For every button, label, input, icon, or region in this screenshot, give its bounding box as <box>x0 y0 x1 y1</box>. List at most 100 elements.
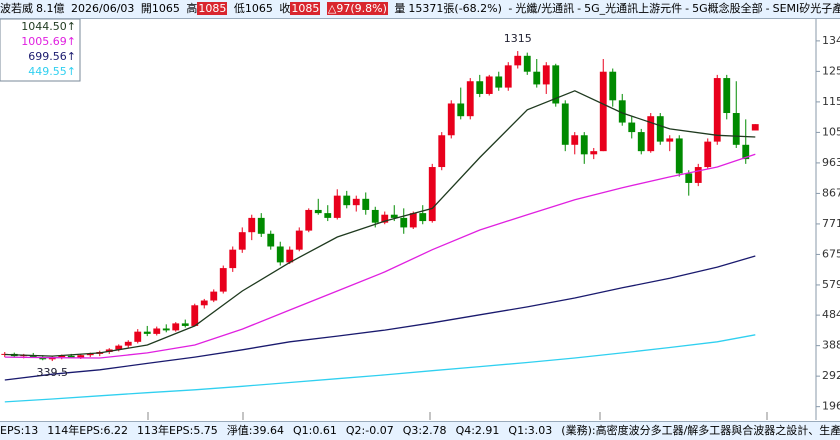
candle-body <box>29 355 37 358</box>
legend-entry: 1044.50↑ <box>21 20 76 33</box>
close: 1085 <box>290 2 321 15</box>
candle-body <box>685 173 693 183</box>
candle-body <box>390 214 398 218</box>
candle-body <box>466 81 474 117</box>
moving-average-line <box>4 153 756 359</box>
moving-average-line <box>4 334 756 403</box>
candle-body <box>238 232 246 250</box>
fundamentals-bar: EPS:13 114年EPS:6.22 113年EPS:5.75 淨值:39.64 Q1… <box>0 421 840 440</box>
fundamental-item: 114年EPS:6.22 <box>47 424 129 437</box>
fundamental-item: Q1:0.61 <box>293 424 337 437</box>
candle-body <box>457 103 465 117</box>
close-label: 收 <box>279 2 291 15</box>
fundamental-item: Q4:2.91 <box>455 424 500 437</box>
high-label: 高 <box>186 2 198 15</box>
candle-body <box>675 138 683 174</box>
candle-body <box>352 198 360 206</box>
y-tick-label: 388 <box>822 339 840 352</box>
legend-entry: 1005.69↑ <box>21 35 76 48</box>
separator: - <box>577 2 582 15</box>
candle-body <box>476 81 484 94</box>
legend-entry: 449.55↑ <box>28 65 76 78</box>
candle-body <box>200 300 208 306</box>
legend-entry: 699.56↑ <box>28 50 76 63</box>
tag: SEMI矽光子產業 <box>772 2 840 15</box>
candle-body <box>628 122 636 133</box>
low: 1065 <box>244 2 273 15</box>
date: 2026/06/03 <box>71 2 135 15</box>
candle-body <box>694 167 702 183</box>
candle-body <box>571 135 579 145</box>
y-tick-label: 292 <box>822 369 840 382</box>
candle-body <box>428 167 436 222</box>
fundamental-item: 淨值:39.64 <box>226 424 285 437</box>
candle-body <box>419 213 427 222</box>
candle-body <box>732 113 740 145</box>
candle-body <box>181 323 189 326</box>
y-tick-label: 867 <box>822 186 840 199</box>
y-tick-label: 675 <box>822 247 840 260</box>
candle-body <box>77 355 85 358</box>
candle-body <box>533 71 541 85</box>
candle-body <box>314 209 322 214</box>
volume-label: 量 <box>394 2 406 15</box>
open: 1065 <box>151 2 180 15</box>
candle-body <box>590 151 598 155</box>
candle-body <box>172 323 180 331</box>
candle-body <box>305 209 313 231</box>
volume: 15371張(-68.2%) <box>408 2 502 15</box>
candle-body <box>713 78 721 142</box>
tag: 光纖/光通訊 <box>515 2 575 15</box>
fundamental-item: 113年EPS:5.75 <box>137 424 218 437</box>
price-annotation: 1315 <box>504 32 532 45</box>
candle-body <box>86 353 94 356</box>
price-annotation: 339.5 <box>37 366 69 379</box>
candle-body <box>666 138 674 142</box>
candle-body <box>580 135 588 155</box>
candle-body <box>542 65 550 85</box>
candle-body <box>618 100 626 123</box>
open-label: 開 <box>140 2 152 15</box>
moving-average-line <box>4 90 756 357</box>
fundamental-item: Q3:2.78 <box>402 424 447 437</box>
candle-body <box>248 217 256 233</box>
candle-body <box>219 268 227 292</box>
candle-body <box>742 144 750 160</box>
moving-average-line <box>4 255 756 381</box>
candle-body <box>656 116 664 142</box>
y-tick-label: 1347 <box>822 34 840 47</box>
low-label: 低 <box>233 2 245 15</box>
legend-box <box>0 18 81 82</box>
candle-body <box>514 55 522 66</box>
separator: - <box>508 2 513 15</box>
candle-body <box>599 71 607 152</box>
fundamental-item: Q1:3.03 <box>508 424 553 437</box>
candle-body <box>286 249 294 263</box>
candle-body <box>609 71 617 101</box>
y-tick-label: 484 <box>822 308 840 321</box>
candle-body <box>409 213 417 228</box>
candle-body <box>637 132 645 152</box>
y-tick-label: 579 <box>822 278 840 291</box>
candle-body <box>723 78 731 114</box>
tag: 5G概念股全部 <box>692 2 763 15</box>
candle-body <box>295 230 303 250</box>
tags: -光纖/光通訊-5G_光通訊上游元件-5G概念股全部-SEMI矽光子產業 <box>508 2 840 15</box>
y-tick-label: 1155 <box>822 95 840 108</box>
stock-name: 波若威 <box>0 2 33 15</box>
turnover: 8.1億 <box>36 2 65 15</box>
candle-body <box>134 331 142 342</box>
candle-body <box>704 141 712 168</box>
candle-body <box>257 217 265 234</box>
y-tick-label: 771 <box>822 217 840 230</box>
candle-body <box>210 291 218 301</box>
candle-body <box>751 124 759 131</box>
candle-body <box>153 328 161 334</box>
separator: - <box>685 2 690 15</box>
candle-body <box>124 341 132 346</box>
candle-body <box>362 198 370 210</box>
fundamental-item: Q2:-0.07 <box>345 424 394 437</box>
